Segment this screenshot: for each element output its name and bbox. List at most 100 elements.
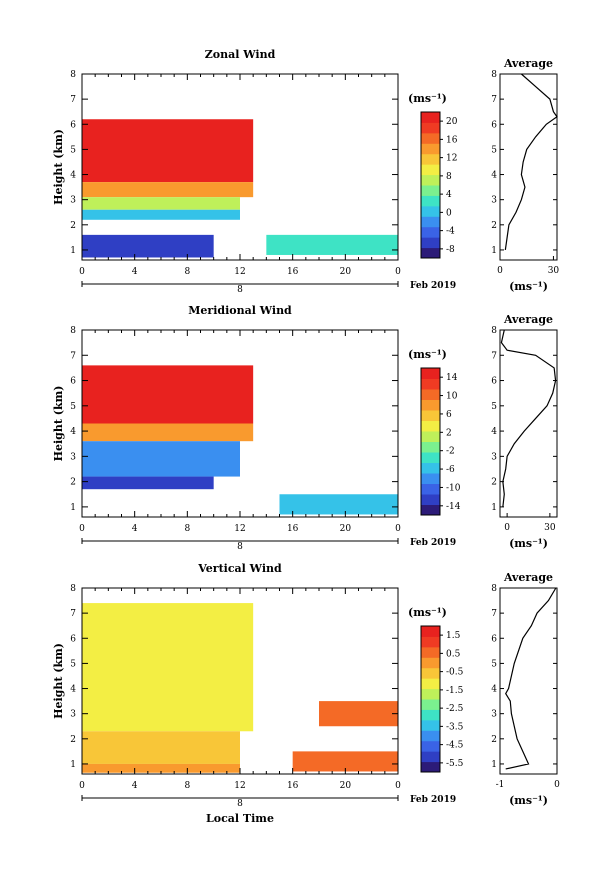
colorbar-frame: [420, 111, 441, 259]
colorbar-swatch: [421, 389, 440, 400]
colorbar-tick-label: 14: [446, 373, 458, 383]
average-y-tick-label: 6: [491, 634, 497, 644]
heatmap-cell: [82, 763, 240, 773]
colorbar-swatch: [421, 761, 440, 773]
date-label: Feb 2019: [410, 281, 456, 291]
colorbar-swatch: [421, 657, 440, 669]
y-tick-label: 8: [70, 70, 76, 80]
average-profile-line: [505, 587, 557, 770]
average-y-tick-label: 7: [491, 609, 497, 619]
average-y-tick-label: 8: [491, 70, 497, 80]
colorbar-swatch: [421, 378, 440, 390]
y-tick-label: 6: [70, 377, 76, 387]
average-y-tick-label: 7: [491, 351, 497, 361]
colorbar-swatch: [421, 462, 440, 474]
colorbar-tick-label: -2: [446, 447, 455, 457]
colorbar-unit: (ms⁻¹): [408, 606, 447, 619]
average-x-tick-label: 0: [497, 266, 503, 276]
average-profile-line: [500, 329, 557, 507]
colorbar-tick-label: -4: [446, 227, 455, 237]
panel-title: Meridional Wind: [188, 304, 292, 317]
date-day-label: 8: [237, 799, 243, 809]
average-title: Average: [503, 313, 553, 326]
average-y-tick-label: 3: [491, 710, 497, 720]
heatmap-cell: [292, 751, 398, 772]
colorbar-tick-label: 4: [446, 190, 452, 200]
y-tick-label: 7: [70, 95, 76, 105]
average-frame: [499, 329, 558, 518]
x-tick-label: 12: [234, 267, 245, 277]
x-tick-label: 0: [79, 524, 85, 534]
colorbar-swatch: [421, 636, 440, 648]
heatmap-cell: [82, 423, 254, 442]
y-tick-label: 7: [70, 609, 76, 619]
y-tick-label: 1: [70, 246, 76, 256]
heatmap-cell: [82, 209, 240, 220]
heatmap-cell: [82, 234, 214, 258]
heatmap-cell: [82, 119, 254, 183]
y-axis-label: Height (km): [52, 129, 65, 205]
colorbar-swatch: [421, 452, 440, 463]
colorbar-unit: (ms⁻¹): [408, 92, 447, 105]
average-y-tick-label: 4: [491, 685, 497, 695]
heatmap-cell: [82, 441, 240, 477]
colorbar-swatch: [421, 740, 440, 752]
y-tick-label: 2: [70, 478, 76, 488]
average-title: Average: [503, 571, 553, 584]
heatmap-cell: [279, 494, 398, 515]
average-y-tick-label: 1: [491, 246, 497, 256]
x-tick-label: 20: [340, 781, 352, 791]
colorbar-swatch: [421, 143, 440, 155]
colorbar-tick-label: 12: [446, 154, 457, 164]
colorbar-swatch: [421, 226, 440, 238]
average-y-tick-label: 2: [491, 221, 497, 231]
colorbar-tick-label: 0.5: [446, 649, 461, 659]
colorbar-swatch: [421, 441, 440, 453]
panel-title: Vertical Wind: [197, 562, 282, 575]
average-y-tick-label: 4: [491, 427, 497, 437]
y-tick-label: 4: [70, 171, 76, 181]
panel-title: Zonal Wind: [205, 48, 276, 61]
colorbar-tick-label: -6: [446, 465, 455, 475]
colorbar-swatch: [421, 646, 440, 658]
colorbar-swatch: [421, 368, 440, 379]
colorbar-swatch: [421, 185, 440, 196]
colorbar-swatch: [421, 237, 440, 249]
y-tick-label: 2: [70, 221, 76, 231]
average-x-tick-label: 0: [554, 780, 560, 790]
colorbar-tick-label: 6: [446, 410, 452, 420]
colorbar-swatch: [421, 688, 440, 700]
colorbar-tick-label: -8: [446, 245, 455, 255]
x-tick-label: 4: [132, 524, 138, 534]
y-tick-label: 5: [70, 402, 76, 412]
colorbar-tick-label: 20: [446, 117, 458, 127]
x-tick-label: 8: [184, 524, 190, 534]
average-frame: [499, 73, 558, 261]
average-y-tick-label: 1: [491, 760, 497, 770]
y-tick-label: 1: [70, 503, 76, 513]
y-tick-label: 4: [70, 427, 76, 437]
date-day-label: 8: [237, 285, 243, 295]
average-x-tick-label: -1: [496, 780, 505, 790]
y-tick-label: 6: [70, 120, 76, 130]
average-y-tick-label: 4: [491, 171, 497, 181]
colorbar-tick-label: -4.5: [446, 741, 464, 751]
average-y-tick-label: 7: [491, 95, 497, 105]
y-tick-label: 3: [70, 196, 76, 206]
x-tick-label: 16: [287, 524, 299, 534]
colorbar-tick-label: 8: [446, 172, 452, 182]
colorbar-swatch: [421, 667, 440, 679]
colorbar-swatch: [421, 431, 440, 442]
average-profile-line: [504, 73, 558, 251]
x-tick-label: 0: [395, 267, 401, 277]
colorbar-unit: (ms⁻¹): [408, 348, 447, 361]
colorbar-swatch: [421, 494, 440, 505]
heatmap-cell: [82, 197, 240, 210]
date-label: Feb 2019: [410, 795, 456, 805]
y-tick-label: 4: [70, 685, 76, 695]
average-y-tick-label: 1: [491, 503, 497, 513]
colorbar-swatch: [421, 504, 440, 516]
